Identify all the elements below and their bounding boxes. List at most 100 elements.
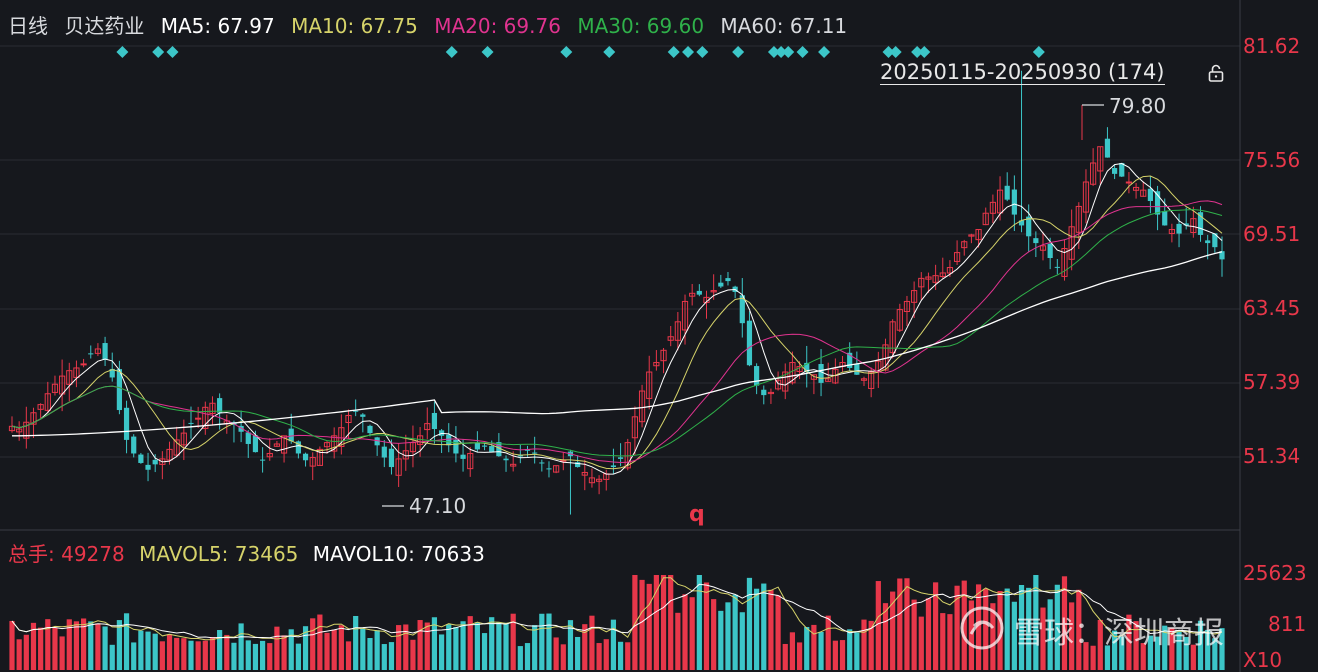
candle-body-up bbox=[166, 448, 173, 461]
candle-body-up bbox=[30, 412, 37, 425]
candle-body-down bbox=[367, 425, 373, 434]
candle-body-down bbox=[1112, 168, 1118, 174]
candle-body-up bbox=[653, 362, 660, 367]
volume-bar-up bbox=[331, 629, 337, 670]
candle-body-down bbox=[818, 363, 824, 383]
volume-bar-down bbox=[804, 626, 810, 670]
volume-bar-up bbox=[997, 590, 1003, 670]
volume-bar-up bbox=[45, 619, 51, 670]
volume-bar-up bbox=[209, 637, 216, 670]
volume-bar-up bbox=[925, 598, 932, 670]
ma20-value: MA20: 69.76 bbox=[434, 14, 561, 38]
candle-body-up bbox=[424, 423, 431, 431]
volume-bar-up bbox=[181, 638, 187, 670]
volume-bar-down bbox=[818, 631, 824, 670]
signal-diamond bbox=[775, 46, 788, 58]
price-tick-4: 63.45 bbox=[1243, 296, 1301, 320]
candle-body-down bbox=[123, 407, 130, 440]
volume-bar-down bbox=[231, 642, 237, 670]
volume-bar-down bbox=[109, 644, 115, 670]
candle-body-up bbox=[331, 435, 338, 452]
candle-body-up bbox=[37, 404, 44, 410]
candle-body-down bbox=[360, 414, 366, 417]
candle-body-down bbox=[460, 454, 466, 459]
volume-bar-up bbox=[832, 640, 838, 670]
volume-bar-up bbox=[410, 639, 416, 670]
candle-body-down bbox=[474, 442, 480, 450]
candle-body-up bbox=[1125, 181, 1133, 184]
volume-bar-down bbox=[1004, 588, 1010, 670]
price-tick-2: 75.56 bbox=[1243, 148, 1301, 172]
candle-body-down bbox=[739, 295, 745, 324]
candle-body-down bbox=[804, 362, 810, 373]
candle-body-up bbox=[66, 370, 73, 385]
volume-tick-2: 811 bbox=[1268, 612, 1307, 636]
signal-diamond bbox=[152, 46, 165, 58]
candle-body-up bbox=[1132, 186, 1140, 191]
candle-body-down bbox=[453, 439, 459, 454]
volume-bar-up bbox=[675, 612, 681, 670]
volume-bar-down bbox=[1026, 587, 1032, 670]
price-tick-1: 81.62 bbox=[1243, 34, 1301, 58]
volume-bar-down bbox=[288, 629, 294, 670]
candle-body-up bbox=[982, 212, 989, 226]
volume-bar-up bbox=[954, 585, 960, 670]
volume-bar-down bbox=[474, 622, 480, 670]
lock-icon[interactable] bbox=[1208, 64, 1224, 82]
candle-body-up bbox=[975, 229, 982, 241]
price-tick-5: 57.39 bbox=[1243, 370, 1301, 394]
ma5-value: MA5: 67.97 bbox=[160, 14, 275, 38]
volume-bar-down bbox=[245, 640, 251, 670]
volume-bar-down bbox=[610, 619, 617, 670]
volume-total: 总手: 49278 bbox=[8, 542, 125, 566]
volume-bar-up bbox=[274, 626, 280, 670]
period-label[interactable]: 日线 bbox=[8, 14, 48, 38]
volume-bar-down bbox=[138, 630, 144, 670]
volume-bar-down bbox=[575, 636, 581, 670]
candle-body-up bbox=[560, 459, 567, 462]
volume-bar-down bbox=[1047, 599, 1053, 670]
volume-bar-up bbox=[968, 600, 975, 670]
volume-bar-up bbox=[897, 578, 903, 670]
volume-bar-up bbox=[59, 636, 65, 670]
volume-bar-up bbox=[1190, 644, 1196, 670]
candle-body-down bbox=[116, 369, 122, 411]
volume-bar-down bbox=[503, 622, 509, 670]
volume-bar-up bbox=[281, 635, 287, 670]
candle-body-up bbox=[273, 443, 281, 447]
candle-body-down bbox=[188, 422, 194, 424]
volume-bar-down bbox=[367, 638, 373, 670]
candle-body-up bbox=[868, 371, 875, 389]
volume-bar-up bbox=[789, 632, 796, 670]
date-range-label[interactable]: 20250115-20250930 (174) bbox=[880, 60, 1165, 85]
candle-body-up bbox=[903, 300, 911, 312]
volume-bar-down bbox=[238, 623, 244, 670]
volume-bar-up bbox=[324, 632, 330, 670]
ma5-line bbox=[11, 162, 1223, 475]
candle-body-down bbox=[575, 462, 581, 468]
volume-bar-down bbox=[145, 631, 151, 670]
candle-body-down bbox=[1212, 233, 1218, 248]
candle-body-down bbox=[431, 412, 438, 430]
candle-body-up bbox=[51, 383, 59, 393]
volume-bar-down bbox=[123, 613, 130, 670]
volume-bar-down bbox=[460, 621, 466, 670]
volume-bar-up bbox=[345, 641, 352, 670]
volume-bar-up bbox=[338, 625, 344, 670]
volume-legend: 总手: 49278 MAVOL5: 73465 MAVOL10: 70633 bbox=[8, 538, 493, 567]
candle-body-down bbox=[1205, 240, 1211, 244]
volume-bar-down bbox=[1162, 625, 1168, 670]
candle-body-up bbox=[173, 439, 180, 456]
volume-bar-down bbox=[1219, 628, 1225, 670]
stock-name: 贝达药业 bbox=[64, 14, 145, 38]
volume-bar-down bbox=[1154, 636, 1161, 670]
signal-diamond bbox=[882, 46, 895, 58]
candlesticks bbox=[8, 70, 1225, 515]
candle-body-down bbox=[489, 446, 495, 453]
candle-body-up bbox=[1082, 181, 1090, 213]
volume-bar-down bbox=[1112, 630, 1118, 670]
volume-bar-up bbox=[875, 581, 881, 670]
candle-body-up bbox=[323, 442, 331, 448]
volume-bar-up bbox=[66, 619, 72, 670]
